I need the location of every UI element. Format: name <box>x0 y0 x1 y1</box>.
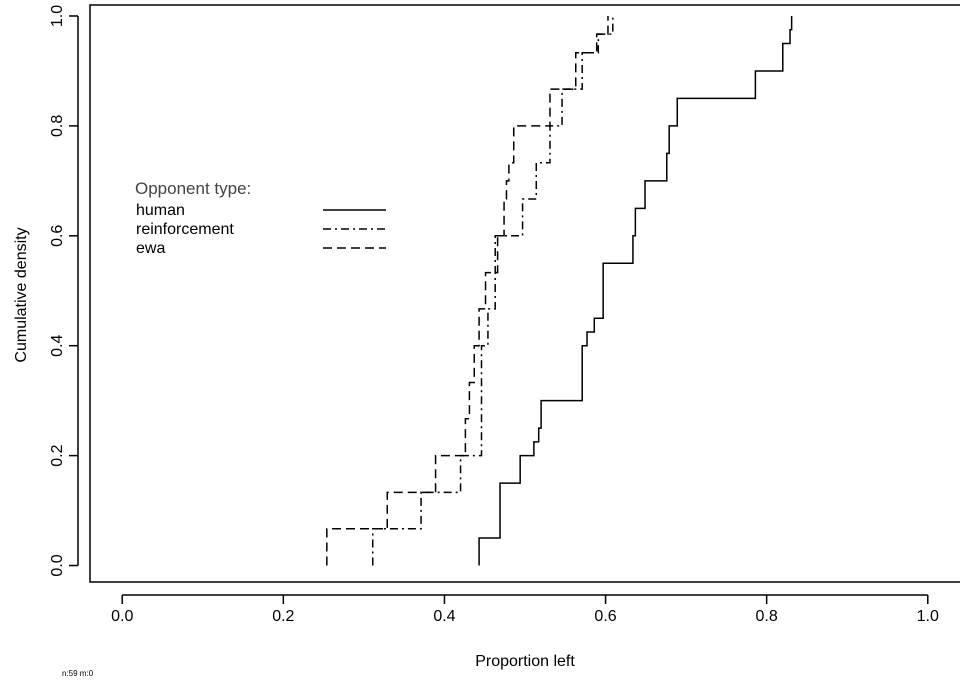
y-tick-label: 0.4 <box>49 334 66 356</box>
series-line-ewa <box>326 15 609 566</box>
y-tick-label: 0.6 <box>49 225 66 247</box>
x-tick-label: 1.0 <box>917 608 939 625</box>
legend-title: Opponent type: <box>135 179 251 198</box>
y-axis-label: Cumulative density <box>13 227 30 362</box>
series-ewa <box>326 15 609 566</box>
x-axis-label: Proportion left <box>475 653 575 670</box>
y-tick-label: 0.0 <box>49 554 66 576</box>
y-tick-label: 1.0 <box>49 5 66 27</box>
legend-label-human: human <box>136 202 185 219</box>
x-tick-label: 0.0 <box>111 608 133 625</box>
y-tick-label: 0.8 <box>49 115 66 137</box>
x-tick-label: 0.4 <box>433 608 455 625</box>
series-layer <box>326 15 793 566</box>
plot-border <box>89 4 960 583</box>
legend-label-ewa: ewa <box>136 240 165 257</box>
x-tick-label: 0.6 <box>594 608 616 625</box>
legend-label-reinforcement: reinforcement <box>136 221 234 238</box>
x-axis: 0.0 0.2 0.4 0.6 0.8 1.0 <box>111 594 939 625</box>
series-line-reinforcement <box>372 15 614 566</box>
plot-frame <box>89 4 960 583</box>
series-human <box>478 15 793 566</box>
y-tick-label: 0.2 <box>49 444 66 466</box>
y-axis: 0.0 0.2 0.4 0.6 0.8 1.0 <box>49 5 79 577</box>
footnote: n:59 m:0 <box>62 669 94 678</box>
legend: Opponent type: human reinforcement ewa <box>135 179 386 257</box>
series-line-human <box>478 15 793 566</box>
x-tick-label: 0.8 <box>756 608 778 625</box>
series-reinforcement <box>372 15 614 566</box>
x-tick-label: 0.2 <box>272 608 294 625</box>
